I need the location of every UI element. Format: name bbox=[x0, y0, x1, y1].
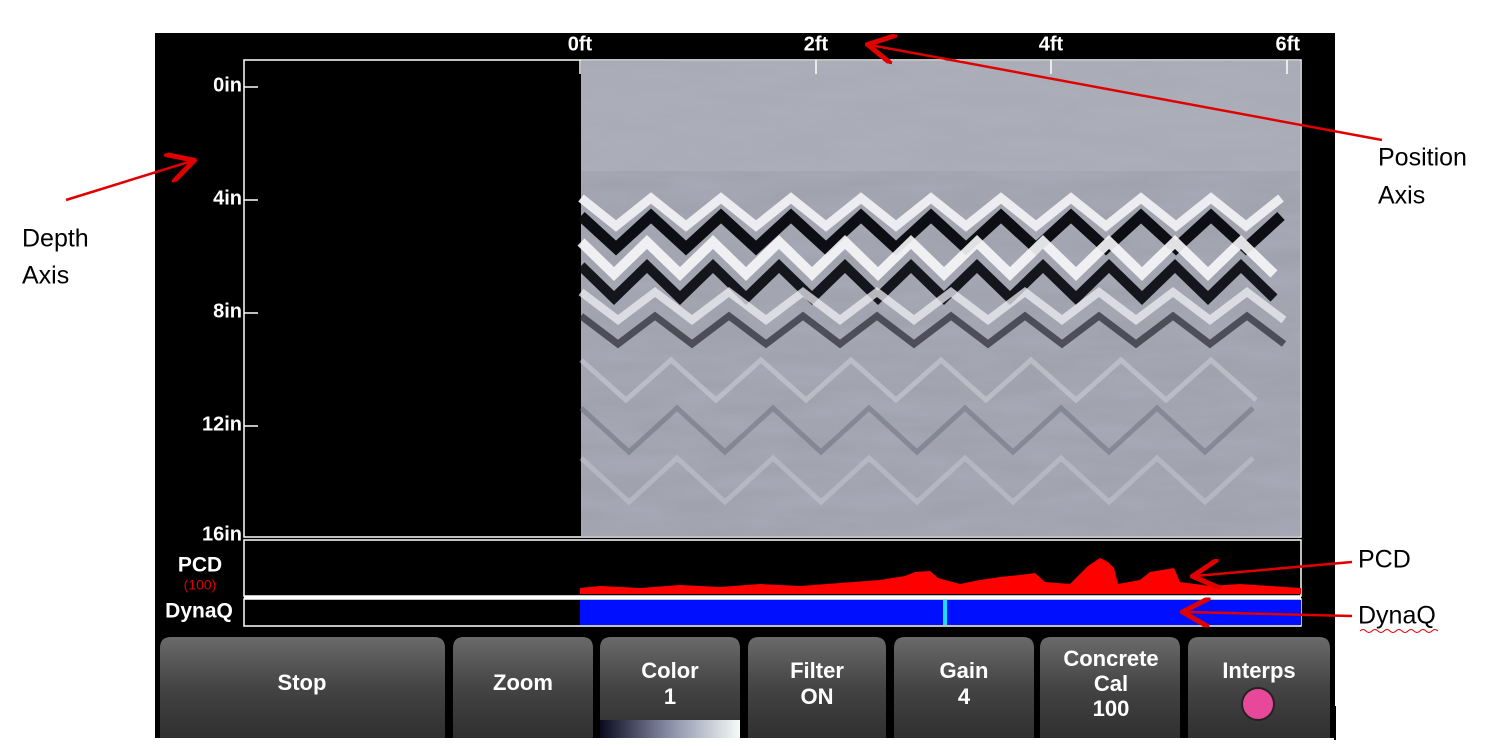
position-axis bbox=[579, 60, 1288, 74]
pcd-label: PCD bbox=[178, 554, 222, 577]
button[interactable]: Color 1 bbox=[600, 637, 740, 738]
button-value: 4 bbox=[958, 684, 971, 709]
annotation-arrow bbox=[1185, 612, 1353, 616]
reflection-band bbox=[577, 208, 1285, 256]
button-label: Stop bbox=[278, 670, 327, 695]
annotation-arrow bbox=[870, 45, 1383, 142]
button-label: Color bbox=[641, 658, 699, 683]
button[interactable]: Interps bbox=[1188, 637, 1330, 738]
reflection-band bbox=[579, 356, 1258, 404]
reflection-band bbox=[578, 311, 1287, 349]
button-label: Zoom bbox=[493, 670, 553, 695]
reflection-band bbox=[579, 454, 1255, 506]
dynaq-label: DynaQ bbox=[165, 600, 233, 623]
position-tick: 6ft bbox=[1276, 33, 1301, 55]
annotation: Depth bbox=[22, 225, 89, 253]
button-label: Interps bbox=[1222, 658, 1295, 683]
depth-tick: 4in bbox=[213, 187, 242, 209]
button-label: Concrete bbox=[1063, 646, 1158, 671]
reflection-band bbox=[578, 192, 1284, 232]
colormap-swatch bbox=[600, 720, 740, 738]
button[interactable]: Stop bbox=[160, 637, 445, 738]
button-value: 100 bbox=[1093, 696, 1130, 721]
reflection-band bbox=[578, 286, 1287, 326]
button[interactable]: Gain 4 bbox=[894, 637, 1034, 738]
spellcheck-underline bbox=[1359, 629, 1439, 633]
button[interactable]: Concrete Cal 100 bbox=[1040, 637, 1180, 738]
button-label: Gain bbox=[940, 658, 989, 683]
dynaq-cursor bbox=[943, 600, 947, 625]
pcd-scale: (100) bbox=[184, 577, 217, 593]
annotation: PCD bbox=[1358, 546, 1411, 574]
depth-tick: 0in bbox=[213, 74, 242, 96]
annotation-arrow bbox=[65, 161, 192, 202]
annotation-arrow bbox=[1195, 562, 1353, 576]
button-label: Cal bbox=[1094, 671, 1128, 696]
annotation: Axis bbox=[22, 262, 69, 290]
pcd-trace bbox=[580, 558, 1301, 594]
reflection-band bbox=[579, 404, 1255, 456]
reflection-band bbox=[577, 259, 1278, 305]
button-value: 1 bbox=[664, 684, 676, 709]
annotation: Axis bbox=[1378, 182, 1425, 210]
position-tick: 0ft bbox=[568, 33, 593, 55]
reflection-band bbox=[577, 235, 1278, 281]
position-tick: 4ft bbox=[1039, 33, 1064, 55]
button-label: Filter bbox=[790, 658, 844, 683]
button-value: ON bbox=[801, 684, 834, 709]
depth-tick: 8in bbox=[213, 300, 242, 322]
depth-tick: 16in bbox=[202, 523, 242, 545]
button[interactable]: Zoom bbox=[453, 637, 593, 738]
annotation: DynaQ bbox=[1358, 602, 1436, 630]
position-tick: 2ft bbox=[804, 33, 829, 55]
depth-axis bbox=[244, 86, 258, 427]
depth-tick: 12in bbox=[202, 413, 242, 435]
annotation: Position bbox=[1378, 144, 1467, 172]
button[interactable]: Filter ON bbox=[748, 637, 886, 738]
radargram bbox=[577, 61, 1300, 536]
interps-indicator bbox=[1241, 687, 1275, 721]
